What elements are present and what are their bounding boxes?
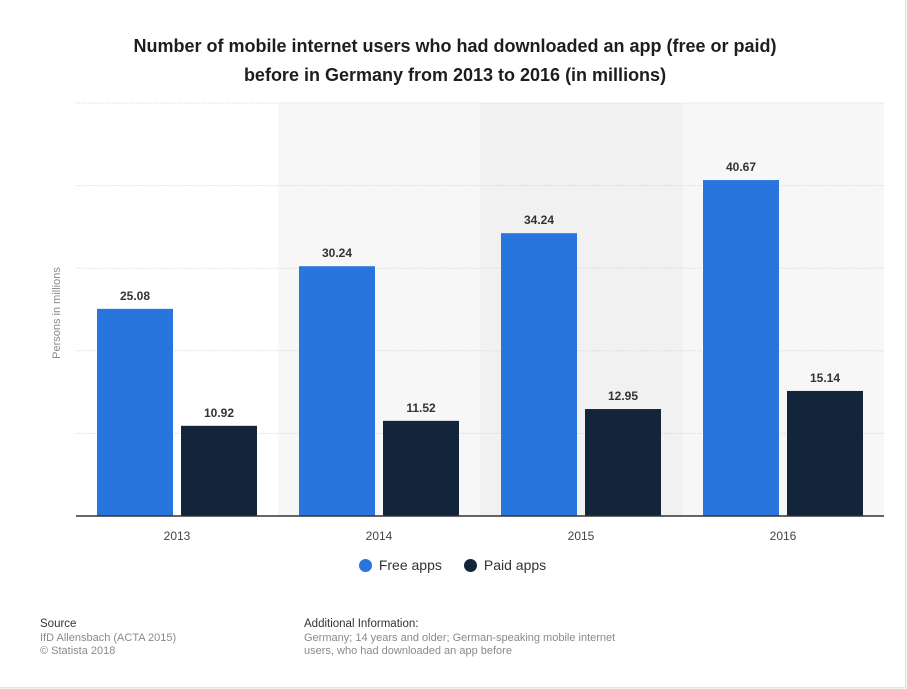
chart-title: Number of mobile internet users who had … [60, 32, 850, 90]
bar-paid-2013 [181, 425, 257, 516]
data-label-paid-2014: 11.52 [406, 401, 436, 415]
data-label-free-2015: 34.24 [524, 213, 554, 227]
x-tick-label-2013: 2013 [164, 529, 191, 543]
bar-free-2013 [97, 308, 173, 516]
legend-label-free: Free apps [378, 557, 442, 573]
bar-free-2015 [501, 233, 577, 516]
legend-label-paid: Paid apps [483, 557, 547, 573]
additional-info-block: Additional Information: Germany; 14 year… [304, 618, 644, 658]
bar-paid-2016 [787, 390, 863, 516]
chart-title-line-1: Number of mobile internet users who had … [133, 36, 777, 56]
legend-marker-paid [463, 558, 477, 572]
x-tick-label-2016: 2016 [770, 529, 797, 543]
source-heading: Source [40, 618, 77, 630]
legend: Free apps Paid apps [0, 557, 905, 573]
x-tick-label-2015: 2015 [568, 529, 595, 543]
data-label-paid-2013: 10.92 [204, 406, 234, 420]
legend-item-free[interactable]: Free apps [358, 557, 442, 573]
copyright-text: © Statista 2018 [40, 645, 116, 657]
additional-info-heading: Additional Information: [304, 618, 419, 630]
source-link[interactable]: IfD Allensbach (ACTA 2015) [40, 632, 177, 644]
data-label-free-2013: 25.08 [120, 289, 150, 303]
legend-item-paid[interactable]: Paid apps [463, 557, 547, 573]
x-tick-label-2014: 2014 [366, 529, 393, 543]
source-block: Source IfD Allensbach (ACTA 2015) © Stat… [40, 618, 176, 658]
data-label-free-2014: 30.24 [322, 246, 352, 260]
chart-title-line-2: before in Germany from 2013 to 2016 (in … [243, 65, 667, 85]
additional-info-text: Germany; 14 years and older; German-spea… [304, 632, 616, 657]
bar-paid-2014 [383, 420, 459, 516]
bar-paid-2015 [585, 409, 661, 516]
data-label-paid-2016: 15.14 [810, 371, 840, 385]
bar-chart: 25.08 10.92 2013 30.24 11.52 2014 34.24 12.95 20… [76, 102, 884, 543]
bar-free-2016 [703, 180, 779, 516]
data-label-free-2016: 40.67 [726, 160, 756, 174]
bar-free-2014 [299, 266, 375, 516]
legend-marker-free [358, 558, 372, 572]
data-label-paid-2015: 12.95 [608, 389, 638, 403]
